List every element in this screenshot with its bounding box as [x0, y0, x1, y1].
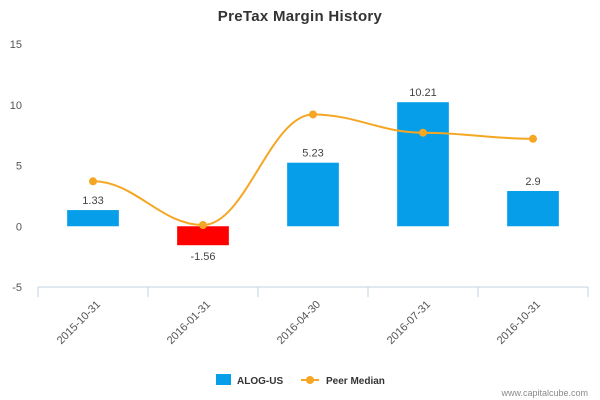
x-tick-label: 2016-10-31 [495, 299, 543, 347]
credit-text: www.capitalcube.com [500, 388, 588, 398]
bar [177, 226, 229, 246]
peer-median-point [89, 177, 97, 186]
bar-data-label: 10.21 [409, 87, 437, 99]
x-tick-label: 2016-04-30 [275, 299, 323, 347]
data-labels-layer: 1.33 -1.56 5.23 10.21 2.9 [82, 87, 540, 263]
bar [397, 102, 449, 227]
peer-median-point [419, 128, 427, 137]
legend-item-peer-median: Peer Median [326, 376, 385, 387]
x-tick-label: 2016-07-31 [385, 299, 433, 347]
y-tick-label: 0 [16, 221, 22, 233]
bar [67, 210, 119, 227]
y-tick-label: 15 [10, 39, 22, 51]
y-tick-label: 5 [16, 161, 22, 173]
chart-title: PreTax Margin History [218, 8, 383, 25]
bar-data-label: 1.33 [82, 195, 103, 207]
peer-median-line [92, 113, 534, 227]
bar-data-label: 5.23 [302, 148, 323, 160]
peer-median-layer [89, 110, 537, 230]
peer-median-point [309, 110, 317, 119]
x-tick-label: 2015-10-31 [55, 299, 103, 347]
bar [507, 191, 559, 227]
x-tick-label: 2016-01-31 [165, 299, 213, 347]
legend-item-alog-us: ALOG-US [237, 376, 283, 387]
bar-data-label: 2.9 [525, 176, 540, 188]
bar-data-label: -1.56 [190, 251, 215, 263]
legend-line-marker [306, 376, 314, 384]
legend: ALOG-US Peer Median [216, 374, 385, 387]
y-tick-label: 10 [10, 100, 22, 112]
peer-median-point [199, 221, 207, 230]
bar [287, 162, 339, 227]
bars-layer [67, 102, 559, 246]
y-tick-label: -5 [12, 282, 22, 294]
legend-bar-swatch [216, 374, 231, 385]
peer-median-point [529, 134, 537, 143]
